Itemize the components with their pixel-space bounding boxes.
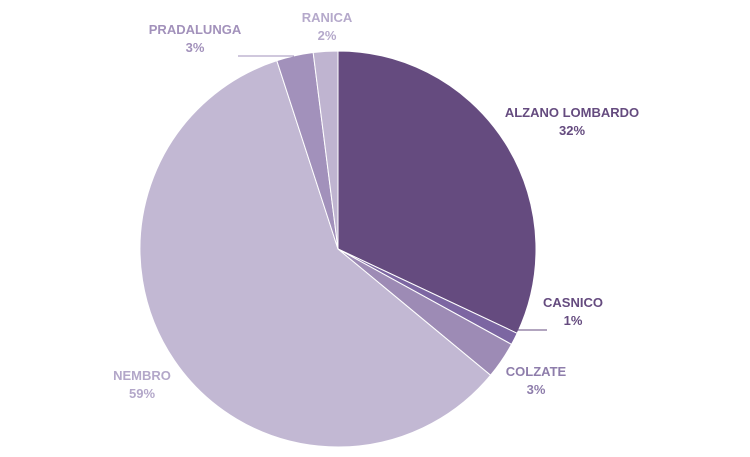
slice-label-casnico: CASNICO bbox=[543, 295, 603, 310]
leader-lines bbox=[238, 55, 547, 331]
slice-label-pradalunga: PRADALUNGA bbox=[149, 22, 242, 37]
slice-label-alzano-lombardo: ALZANO LOMBARDO bbox=[505, 105, 639, 120]
slice-value-nembro: 59% bbox=[129, 386, 155, 401]
pie-slices bbox=[139, 50, 537, 448]
slice-labels: ALZANO LOMBARDO 32% CASNICO 1% COLZATE 3% NEMB… bbox=[113, 10, 639, 401]
slice-value-casnico: 1% bbox=[564, 313, 583, 328]
slice-value-colzate: 3% bbox=[527, 382, 546, 397]
pie-slice-ranica bbox=[312, 50, 339, 250]
slice-label-nembro: NEMBRO bbox=[113, 368, 171, 383]
slice-label-ranica: RANICA bbox=[302, 10, 353, 25]
slice-label-colzate: COLZATE bbox=[506, 364, 567, 379]
slice-value-alzano-lombardo: 32% bbox=[559, 123, 585, 138]
slice-value-pradalunga: 3% bbox=[186, 40, 205, 55]
pie-slice-nembro bbox=[139, 60, 492, 448]
slice-value-ranica: 2% bbox=[318, 28, 337, 43]
pie-slice-alzano-lombardo bbox=[337, 50, 537, 334]
